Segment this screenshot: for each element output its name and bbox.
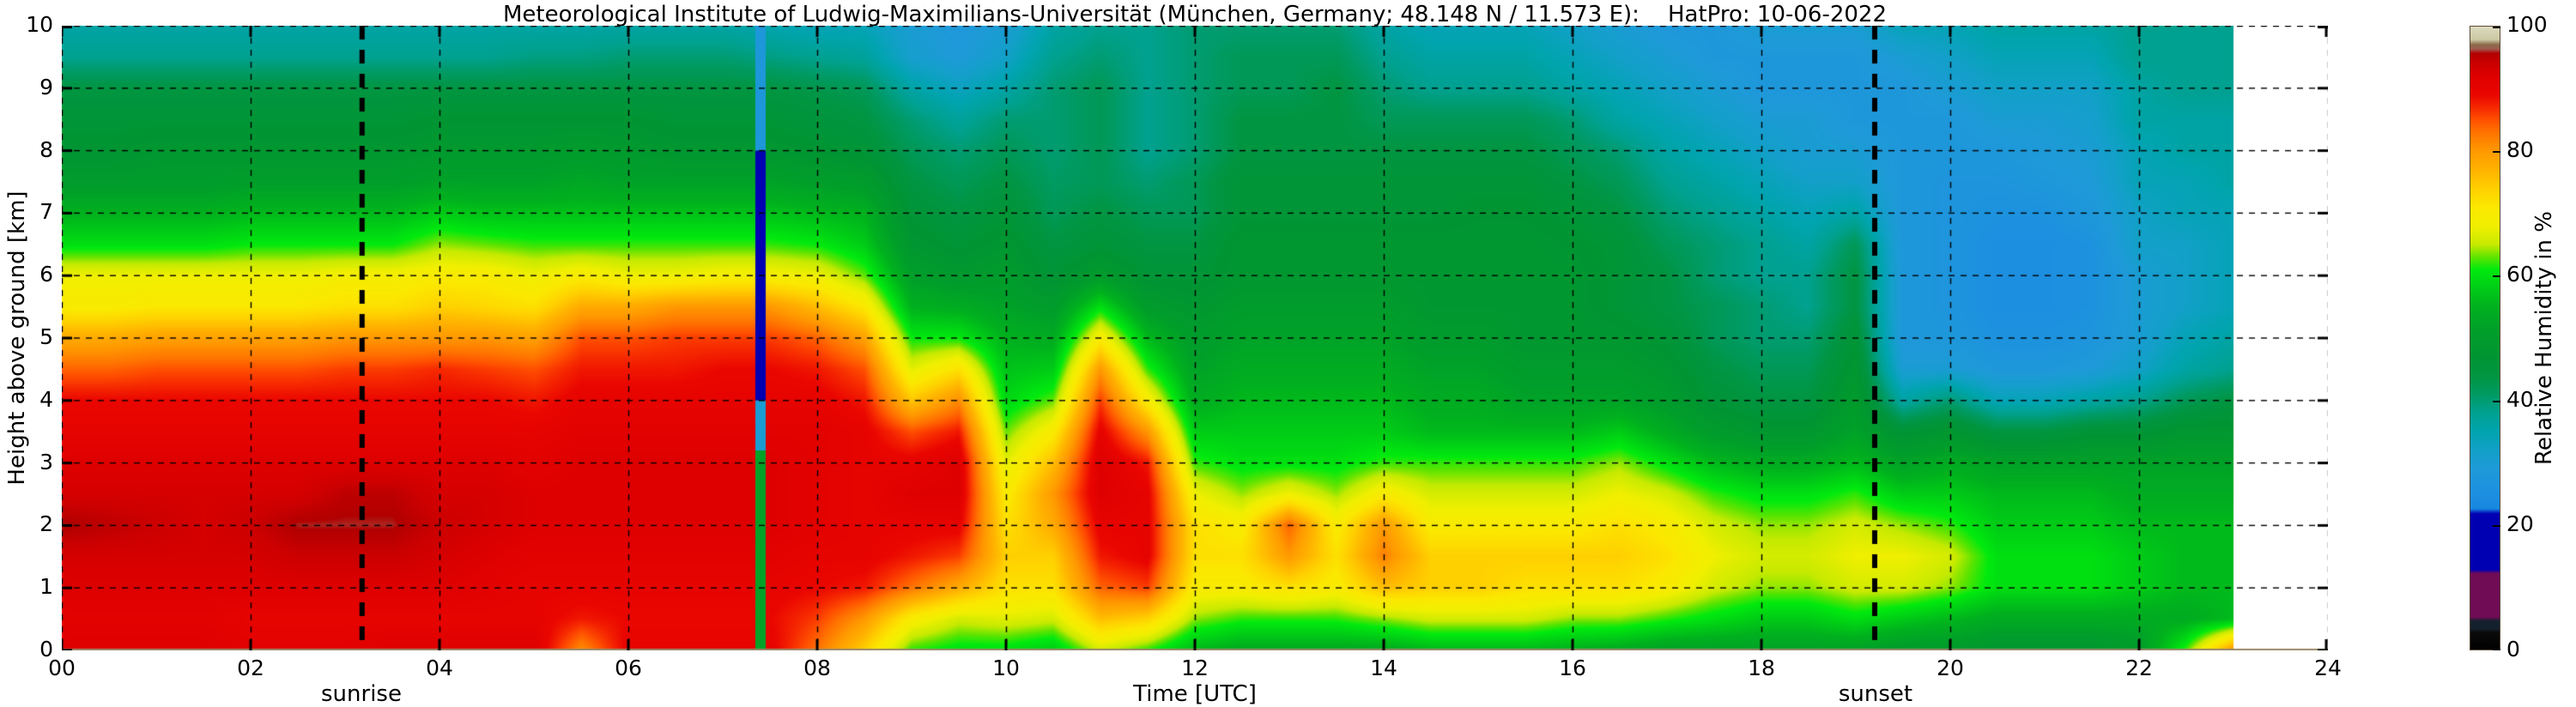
x-tick-label: 04: [426, 656, 453, 680]
chart-title: Meteorological Institute of Ludwig-Maxim…: [502, 2, 1888, 27]
x-tick-label: 20: [1937, 656, 1964, 680]
y-tick-label: 1: [39, 574, 53, 600]
y-tick-label: 7: [39, 199, 53, 225]
y-tick-label: 0: [39, 637, 53, 662]
sunset-label: sunset: [1838, 681, 1913, 707]
y-tick-label: 9: [39, 74, 53, 100]
colorbar-tick-label: 20: [2506, 511, 2534, 537]
x-tick-label: 16: [1559, 656, 1586, 680]
colorbar-tick-label: 60: [2506, 262, 2534, 287]
colorbar-label: Relative Humidity in %: [2531, 211, 2557, 465]
y-tick-label: 5: [39, 324, 53, 349]
x-tick-label: 10: [992, 656, 1020, 680]
x-tick-label: 00: [48, 656, 76, 680]
x-tick-label: 24: [2314, 656, 2342, 680]
colorbar-tick-label: 0: [2506, 637, 2520, 662]
colorbar-tick-mark: [2493, 525, 2500, 528]
y-tick-label: 2: [39, 511, 53, 537]
y-tick-label: 8: [39, 136, 53, 162]
colorbar-tick-mark: [2493, 150, 2500, 153]
x-tick-label: 18: [1748, 656, 1775, 680]
colorbar-tick-label: 100: [2506, 12, 2548, 37]
plot-grid-overlay: [62, 26, 2328, 650]
x-tick-label: 22: [2125, 656, 2153, 680]
colorbar-tick-mark: [2493, 27, 2500, 28]
y-tick-label: 4: [39, 386, 53, 412]
y-tick-label: 3: [39, 449, 53, 474]
x-tick-label: 12: [1181, 656, 1209, 680]
x-tick-label: 14: [1370, 656, 1397, 680]
colorbar-tick-label: 80: [2506, 136, 2534, 162]
colorbar-tick-label: 40: [2506, 386, 2534, 412]
x-tick-label: 06: [615, 656, 642, 680]
colorbar-tick-mark: [2493, 400, 2500, 402]
colorbar-tick-mark: [2493, 275, 2500, 278]
x-tick-label: 08: [803, 656, 831, 680]
x-tick-label: 02: [237, 656, 264, 680]
colorbar: [2470, 26, 2500, 650]
colorbar-tick-mark: [2493, 649, 2500, 650]
y-tick-label: 10: [26, 12, 53, 37]
sunrise-label: sunrise: [321, 681, 402, 707]
y-tick-label: 6: [39, 262, 53, 287]
x-axis-label: Time [UTC]: [1133, 681, 1257, 707]
